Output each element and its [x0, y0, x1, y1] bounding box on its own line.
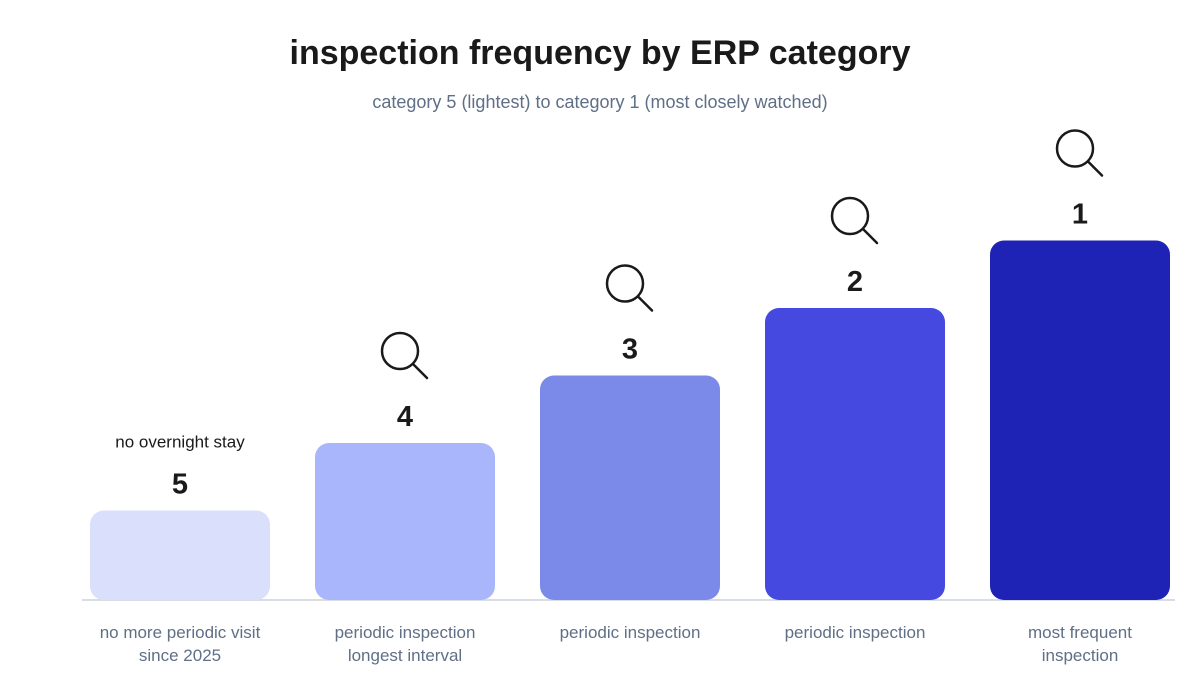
category-label: no more periodic visit since 2025 [100, 623, 261, 665]
bar-5 [90, 510, 270, 600]
bar-label-3: 3 [622, 334, 638, 366]
bar-label-2: 2 [847, 266, 863, 298]
bar-2 [765, 308, 945, 600]
category-label: periodic inspection [560, 623, 701, 642]
category-label: periodic inspection [785, 623, 926, 642]
annotation-note: no overnight stay [115, 433, 245, 452]
magnifier-icon [1055, 129, 1104, 177]
bar-label-5: 5 [172, 469, 188, 501]
bar-label-1: 1 [1072, 199, 1088, 231]
bar-3 [540, 375, 720, 600]
magnifier-icon [605, 264, 654, 312]
category-label: most frequent inspection [1028, 623, 1132, 665]
category-label: periodic inspection longest interval [335, 623, 476, 665]
magnifier-icon [830, 196, 879, 245]
bar-1 [990, 240, 1170, 600]
bar-label-4: 4 [397, 401, 413, 433]
chart-title: inspection frequency by ERP category [289, 34, 911, 72]
magnifier-icon [380, 331, 429, 380]
chart-subtitle: category 5 (lightest) to category 1 (mos… [372, 92, 828, 112]
bar-4 [315, 443, 495, 600]
